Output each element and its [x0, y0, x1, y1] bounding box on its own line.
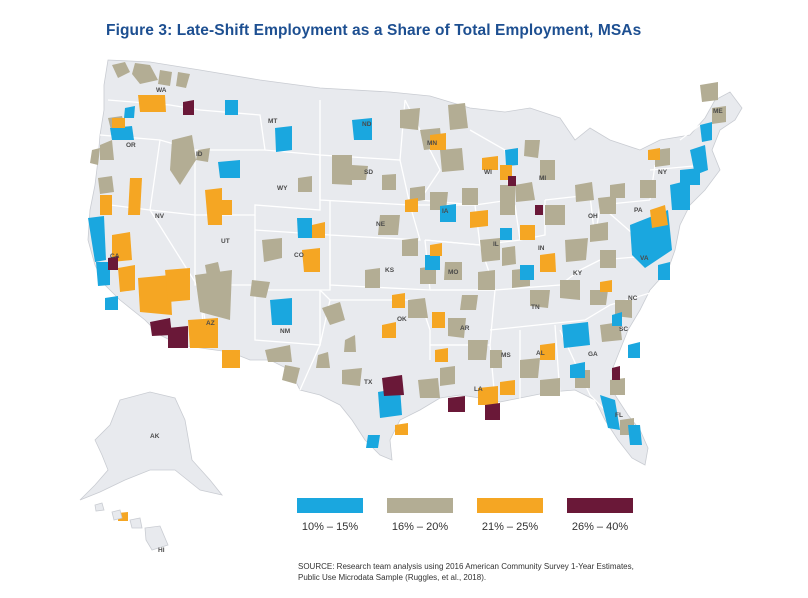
state-label-ky: KY [573, 270, 583, 277]
state-label-ca: CA [110, 253, 120, 260]
source-line-1: SOURCE: Research team analysis using 201… [298, 562, 634, 571]
state-label-nv: NV [155, 213, 165, 220]
state-label-mi: MI [539, 175, 546, 182]
state-label-or: OR [126, 142, 136, 149]
msa-21-25 [100, 95, 668, 521]
state-label-nc: NC [628, 295, 638, 302]
state-label-mo: MO [448, 269, 458, 276]
source-line-2: Public Use Microdata Sample (Ruggles, et… [298, 572, 487, 582]
state-label-ak: AK [150, 433, 160, 440]
legend-item-21-25: 21% – 25% [477, 498, 543, 533]
legend-label: 10% – 15% [301, 521, 359, 533]
legend: 10% – 15% 16% – 20% 21% – 25% 26% – 40% [297, 498, 637, 538]
state-label-nm: NM [280, 328, 290, 335]
legend-item-26-40: 26% – 40% [567, 498, 633, 533]
legend-item-10-15: 10% – 15% [297, 498, 363, 533]
state-label-fl: FL [615, 412, 623, 419]
state-label-ok: OK [397, 316, 407, 323]
alaska [79, 391, 224, 501]
state-label-mt: MT [268, 118, 277, 125]
state-label-va: VA [640, 255, 649, 262]
state-label-wa: WA [156, 87, 167, 94]
state-label-ks: KS [385, 267, 395, 274]
state-label-la: LA [474, 386, 483, 393]
state-label-in: IN [538, 245, 545, 252]
state-label-sc: SC [619, 326, 628, 333]
source-note: SOURCE: Research team analysis using 201… [298, 562, 718, 583]
state-label-ga: GA [588, 351, 598, 358]
state-label-az: AZ [206, 320, 215, 327]
state-label-wi: WI [484, 169, 492, 176]
hawaii [94, 502, 169, 551]
state-label-id: ID [196, 151, 203, 158]
state-label-ny: NY [658, 169, 668, 176]
state-label-oh: OH [588, 213, 598, 220]
state-label-wy: WY [277, 185, 288, 192]
state-label-ut: UT [221, 238, 230, 245]
state-label-ar: AR [460, 325, 470, 332]
msa-16-20 [90, 62, 726, 442]
legend-swatch [477, 498, 543, 513]
legend-swatch [387, 498, 453, 513]
msa-26-40 [108, 100, 620, 420]
state-label-ia: IA [442, 208, 449, 215]
state-label-sd: SD [364, 169, 373, 176]
state-label-me: ME [713, 108, 723, 115]
state-label-mn: MN [427, 140, 437, 147]
state-label-pa: PA [634, 207, 643, 214]
legend-label: 16% – 20% [391, 521, 449, 533]
state-label-il: IL [493, 241, 499, 248]
legend-label: 21% – 25% [481, 521, 539, 533]
legend-swatch [297, 498, 363, 513]
state-label-tn: TN [531, 304, 540, 311]
legend-label: 26% – 40% [571, 521, 629, 533]
state-label-tx: TX [364, 379, 373, 386]
state-label-al: AL [536, 350, 545, 357]
state-label-co: CO [294, 252, 304, 259]
legend-swatch [567, 498, 633, 513]
figure-title: Figure 3: Late-Shift Employment as a Sha… [106, 22, 642, 39]
state-label-nd: ND [362, 121, 372, 128]
legend-item-16-20: 16% – 20% [387, 498, 453, 533]
state-label-ne: NE [376, 221, 386, 228]
state-label-ms: MS [501, 352, 511, 359]
state-label-hi: HI [158, 547, 165, 554]
